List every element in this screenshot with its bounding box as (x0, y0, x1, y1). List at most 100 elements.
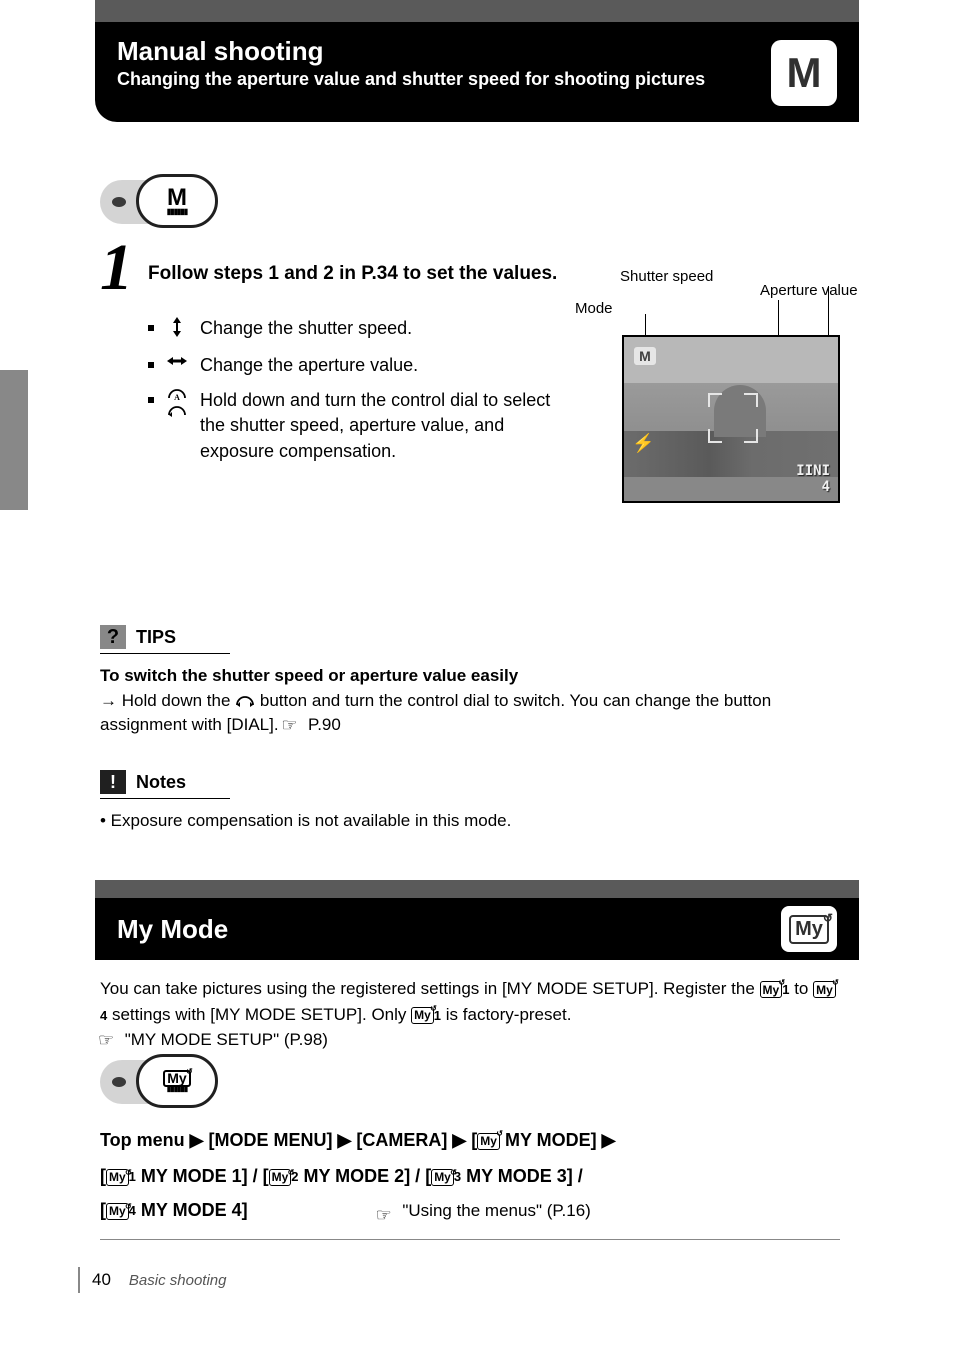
menu-options: [My↺1 MY MODE 1] / [My↺2 MY MODE 2] / [M… (100, 1159, 840, 1227)
section1-header: Manual shooting Changing the aperture va… (95, 22, 859, 122)
dial-pill: M ▮▮▮▮▮▮ (100, 180, 206, 224)
my1-icon: My↺ (760, 981, 783, 998)
step-bullets: Change the shutter speed. Change the ape… (148, 316, 578, 464)
my1-option: My↺ (106, 1169, 129, 1186)
section2-body: You can take pictures using the register… (100, 976, 840, 1053)
display-flash-icon: ⚡ (632, 433, 654, 454)
bullet-row: A Hold down and turn the control dial to… (148, 388, 578, 464)
svg-text:A: A (174, 393, 180, 402)
tips-label: TIPS (136, 627, 176, 648)
tips-header: ? TIPS (100, 625, 230, 654)
mode-menu: [MODE MENU] (209, 1130, 333, 1150)
dial-teeth: ▮▮▮▮▮▮ (167, 208, 187, 216)
bullet-dot (148, 362, 154, 368)
body-text: You can take pictures using the register… (100, 979, 760, 998)
my1-icon: My↺ (411, 1007, 434, 1024)
bullet-text: Hold down and turn the control dial to s… (200, 388, 578, 464)
header-title: Manual shooting (117, 36, 705, 67)
bullet-text: Change the aperture value. (200, 353, 418, 378)
dial-indicator-dot (112, 1077, 126, 1087)
notes-body: • Exposure compensation is not available… (100, 809, 840, 834)
mymode-label: MY MODE (505, 1130, 591, 1150)
tips-title: To switch the shutter speed or aperture … (100, 666, 518, 685)
section2-top-bar (95, 880, 859, 898)
my-label: My ↺ (789, 915, 829, 944)
mymode-ref: "MY MODE SETUP" (P.98) (125, 1030, 328, 1049)
tips-block: ? TIPS To switch the shutter speed or ap… (100, 625, 840, 738)
notes-header: ! Notes (100, 770, 230, 799)
page-root: Manual shooting Changing the aperture va… (0, 0, 954, 1357)
top-menu-label: Top menu (100, 1130, 185, 1150)
bullet-dot (148, 397, 154, 403)
my4-icon: My↺ (813, 981, 836, 998)
arrow-icon: ▶ (190, 1130, 204, 1150)
top-menu-path: Top menu ▶ [MODE MENU] ▶ [CAMERA] ▶ [My↺… (100, 1130, 840, 1240)
arrow-icon: ▶ (602, 1130, 616, 1150)
my-text: My (480, 1134, 497, 1148)
leftright-icon (166, 353, 188, 374)
notes-label: Notes (136, 772, 186, 793)
my-text: My (816, 981, 833, 999)
ini-count: 4 (822, 479, 830, 495)
my2-option: My↺ (269, 1169, 292, 1186)
my3-option: My↺ (431, 1169, 454, 1186)
callout-aperture: Aperture value (760, 282, 858, 299)
my-text: My (272, 1166, 289, 1189)
my4-option: My↺ (106, 1203, 129, 1220)
bullet-row: Change the shutter speed. (148, 316, 578, 343)
af-corner (708, 429, 722, 443)
callout-mode: Mode (575, 300, 613, 317)
callout-ovals (622, 317, 840, 327)
updown-icon (166, 316, 188, 343)
reset-arrow-icon: ↺ (823, 911, 833, 925)
section2-title: My Mode (117, 914, 228, 945)
tips-page-ref: P.90 (308, 715, 341, 734)
body-text: is factory-preset. (446, 1005, 572, 1024)
dial-pill: My↺ ▮▮▮▮▮▮ (100, 1060, 206, 1104)
mode-dial-m: M ▮▮▮▮▮▮ (100, 180, 206, 224)
bullet-text: Change the shutter speed. (200, 316, 412, 341)
step-number: 1 (100, 230, 133, 306)
step-title: Follow steps 1 and 2 in P.34 to set the … (148, 263, 557, 285)
dial-oval: My↺ ▮▮▮▮▮▮ (136, 1054, 218, 1108)
camera-display: M ⚡ IINI 4 (622, 335, 840, 503)
my-text: My (763, 981, 780, 999)
tips-body-prefix: → Hold down the (100, 691, 235, 710)
body-text: to (794, 979, 813, 998)
my-icon: My↺ (477, 1133, 500, 1150)
menu-ref: "Using the menus" (P.16) (402, 1201, 590, 1220)
my-text: My (795, 918, 823, 940)
my-text: My (434, 1166, 451, 1189)
my-dial-icon: My↺ (163, 1070, 190, 1087)
bullet-row: Change the aperture value. (148, 353, 578, 378)
mode-m-icon: M (771, 40, 837, 106)
display-ini: IINI 4 (796, 464, 830, 495)
ini-label: IINI (796, 463, 830, 479)
my-text: My (167, 1070, 186, 1086)
bullet-dot (148, 325, 154, 331)
dial-oval: M ▮▮▮▮▮▮ (136, 174, 218, 228)
pointer-icon (378, 1203, 398, 1219)
my-text: My (109, 1200, 126, 1223)
tips-body: To switch the shutter speed or aperture … (100, 664, 840, 738)
callout-shutter: Shutter speed (620, 268, 713, 285)
arrow-icon: ▶ (452, 1130, 466, 1150)
pointer-icon (100, 1032, 120, 1048)
question-icon: ? (100, 625, 126, 649)
af-corner (744, 393, 758, 407)
notes-block: ! Notes • Exposure compensation is not a… (100, 770, 840, 834)
section2-header: My Mode My ↺ (95, 898, 859, 960)
mode-dial-my: My↺ ▮▮▮▮▮▮ (100, 1060, 206, 1104)
camera-menu: [CAMERA] (356, 1130, 447, 1150)
af-corner (744, 429, 758, 443)
my-text: My (109, 1166, 126, 1189)
display-frame: M ⚡ IINI 4 (622, 335, 840, 503)
page-number: 40 (78, 1267, 111, 1293)
dial-hold-icon: A (166, 388, 188, 420)
display-mode-icon: M (634, 347, 656, 365)
dial-arc-icon (235, 694, 255, 708)
af-corner (708, 393, 722, 407)
my-text: My (414, 1006, 431, 1024)
exclaim-icon: ! (100, 770, 126, 794)
page-footer: 40 Basic shooting (78, 1267, 226, 1293)
